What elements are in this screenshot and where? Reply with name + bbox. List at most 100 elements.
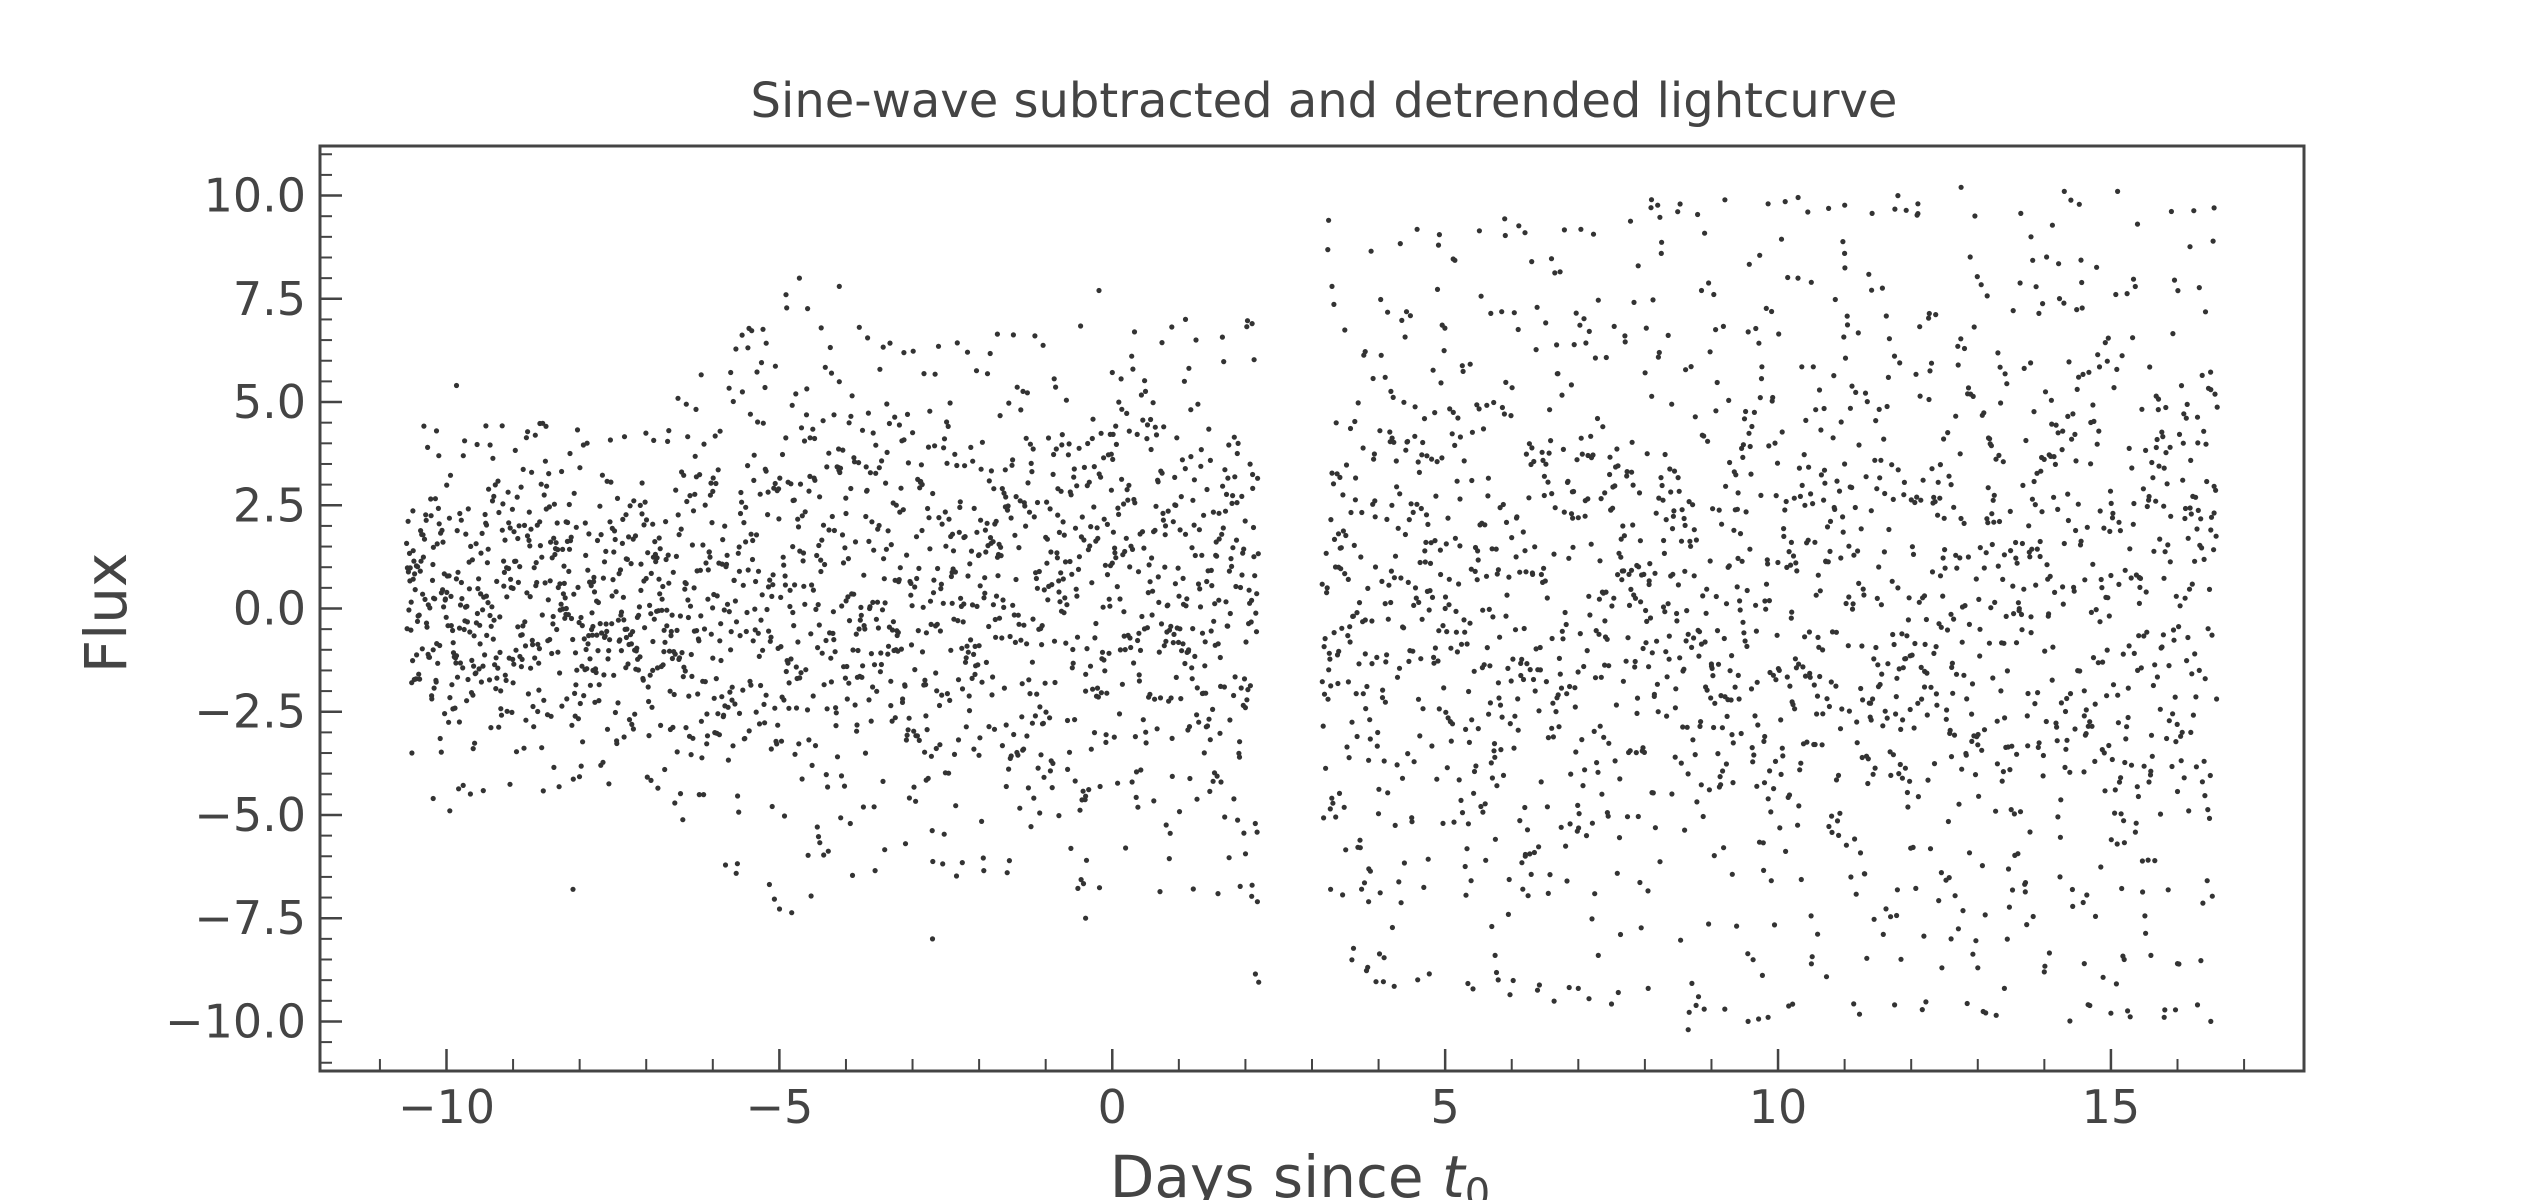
data-point	[1133, 769, 1140, 775]
data-point	[1974, 274, 1980, 280]
data-point	[1758, 376, 1765, 382]
data-point	[934, 621, 940, 627]
data-point	[1204, 486, 1210, 493]
data-point	[883, 546, 890, 552]
data-point	[683, 401, 689, 407]
data-point	[587, 656, 593, 662]
data-point	[2124, 724, 2130, 730]
data-point	[547, 636, 553, 643]
data-point	[1792, 706, 1798, 712]
data-point	[1788, 539, 1794, 546]
data-point	[1214, 553, 1220, 559]
data-point	[747, 411, 754, 417]
data-point	[2081, 688, 2087, 694]
data-point	[1799, 482, 1805, 488]
data-point	[1597, 723, 1603, 729]
data-point	[1533, 347, 1539, 353]
data-point	[1044, 499, 1050, 505]
data-point	[2187, 244, 2193, 250]
data-point	[1344, 744, 1350, 750]
data-point	[1870, 771, 1876, 777]
data-point	[905, 460, 912, 466]
data-point	[1814, 711, 1820, 717]
data-point	[964, 643, 970, 649]
data-point	[1324, 590, 1330, 596]
data-point	[1397, 241, 1403, 247]
data-point	[885, 651, 891, 657]
data-point	[1356, 661, 1362, 667]
data-point	[1771, 786, 1777, 792]
data-point	[1388, 599, 1394, 606]
data-point	[1003, 783, 1009, 790]
data-point	[1091, 730, 1098, 736]
data-point	[1863, 474, 1869, 480]
data-point	[2109, 515, 2116, 521]
data-point	[605, 656, 611, 662]
data-point	[1402, 531, 1408, 538]
data-point	[550, 613, 556, 620]
data-point	[871, 547, 877, 553]
data-point	[2092, 913, 2099, 920]
data-point	[1139, 613, 1145, 620]
data-point	[698, 613, 704, 619]
data-point	[528, 526, 534, 532]
data-point	[2124, 291, 2130, 297]
data-point	[1922, 641, 1928, 648]
data-point	[662, 766, 668, 773]
data-point	[1428, 540, 1434, 546]
data-point	[862, 626, 868, 632]
data-point	[1026, 677, 1032, 683]
data-point	[1698, 287, 1705, 294]
data-point	[2208, 514, 2215, 520]
data-point	[542, 580, 548, 586]
data-point	[1759, 364, 1765, 370]
data-point	[1916, 599, 1922, 605]
data-point	[1926, 310, 1932, 317]
data-point	[1452, 535, 1458, 541]
data-point	[1523, 569, 1529, 575]
data-point	[797, 481, 804, 487]
y-tick-label: 0.0	[233, 582, 306, 636]
data-point	[546, 504, 553, 510]
data-point	[621, 617, 627, 623]
data-point	[1476, 406, 1482, 412]
data-point	[1091, 464, 1097, 470]
data-point	[932, 443, 938, 449]
data-point	[591, 579, 597, 585]
data-point	[828, 370, 835, 376]
data-point	[2101, 750, 2107, 756]
data-point	[1534, 987, 1541, 993]
data-point	[1624, 473, 1630, 479]
data-point	[1966, 850, 1973, 856]
data-point	[1670, 513, 1676, 519]
data-point	[2035, 744, 2041, 751]
data-point	[1103, 739, 1109, 746]
y-tick-label: 5.0	[233, 375, 306, 429]
data-point	[1180, 641, 1186, 647]
data-point	[1554, 342, 1560, 348]
data-point	[1336, 790, 1343, 797]
data-point	[1615, 463, 1621, 469]
data-point	[1385, 309, 1391, 315]
data-point	[1380, 687, 1386, 693]
data-point	[1884, 715, 1890, 721]
data-point	[1495, 680, 1501, 686]
data-point	[1077, 807, 1083, 813]
data-point	[1520, 886, 1526, 892]
data-point	[1815, 634, 1821, 641]
data-point	[1127, 635, 1133, 641]
data-point	[1512, 713, 1518, 719]
data-point	[560, 591, 567, 597]
data-point	[869, 519, 875, 525]
data-point	[806, 488, 812, 494]
data-point	[1250, 485, 1256, 491]
data-point	[805, 852, 811, 858]
data-point	[955, 737, 962, 743]
data-point	[1242, 851, 1249, 857]
data-point	[1179, 457, 1185, 463]
data-point	[1891, 353, 1898, 359]
data-point	[561, 580, 567, 587]
data-point	[2162, 549, 2168, 555]
data-point	[1868, 717, 1874, 723]
data-point	[1703, 610, 1709, 616]
